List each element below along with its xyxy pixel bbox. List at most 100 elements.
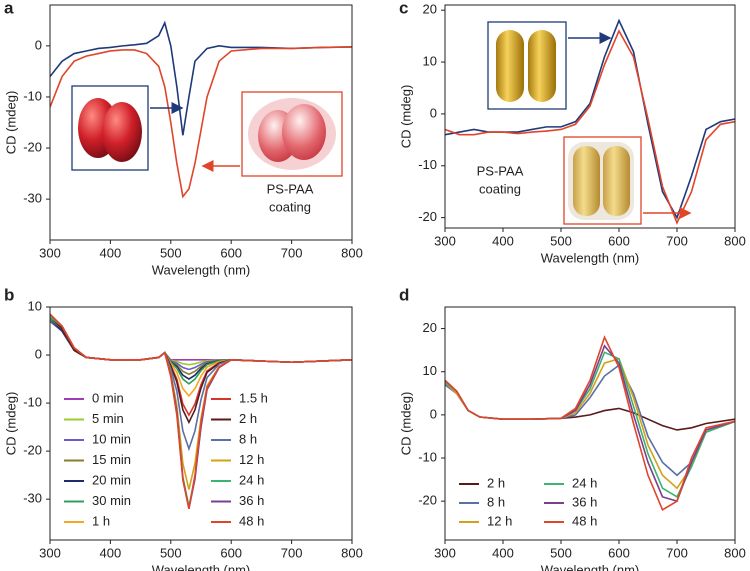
plot-frame bbox=[49, 4, 353, 241]
legend-label: 12 h bbox=[239, 452, 264, 467]
x-tick-label: 400 bbox=[100, 245, 122, 260]
panel-label: b bbox=[4, 285, 14, 304]
series-line bbox=[50, 20, 352, 136]
x-tick-label: 800 bbox=[341, 545, 363, 560]
annotation: coating bbox=[479, 181, 521, 196]
x-tick-label: 300 bbox=[434, 545, 456, 560]
y-tick-label: -20 bbox=[23, 443, 42, 458]
x-tick-label: 500 bbox=[550, 233, 572, 248]
series-line bbox=[445, 29, 735, 225]
plot-frame bbox=[444, 306, 736, 541]
x-tick-label: 500 bbox=[550, 545, 572, 560]
x-tick-label: 700 bbox=[281, 545, 303, 560]
y-tick-label: 20 bbox=[423, 320, 437, 335]
y-tick-label: 0 bbox=[35, 346, 42, 361]
y-axis-label: CD (mdeg) bbox=[3, 392, 18, 456]
series-line bbox=[50, 318, 352, 385]
x-tick-label: 700 bbox=[666, 545, 688, 560]
y-tick-label: 20 bbox=[423, 2, 437, 17]
insets bbox=[71, 21, 692, 225]
legend-label: 24 h bbox=[239, 472, 264, 487]
legend-label: 24 h bbox=[572, 475, 597, 490]
x-tick-label: 700 bbox=[281, 245, 303, 260]
annotation: coating bbox=[269, 199, 311, 214]
y-tick-label: -10 bbox=[23, 395, 42, 410]
y-tick-label: 0 bbox=[430, 406, 437, 421]
y-tick-label: 0 bbox=[35, 37, 42, 52]
x-axis-label: Wavelength (nm) bbox=[541, 250, 640, 265]
legend-label: 2 h bbox=[487, 475, 505, 490]
y-axis-label: CD (mdeg) bbox=[398, 85, 413, 149]
y-tick-label: 0 bbox=[430, 105, 437, 120]
y-tick-label: -20 bbox=[418, 493, 437, 508]
x-axis-label: Wavelength (nm) bbox=[152, 262, 251, 277]
x-tick-label: 700 bbox=[666, 233, 688, 248]
panel-label: d bbox=[399, 285, 409, 304]
x-tick-label: 600 bbox=[608, 545, 630, 560]
series-line bbox=[50, 320, 352, 364]
legend-label: 5 min bbox=[92, 411, 124, 426]
y-tick-label: -30 bbox=[23, 191, 42, 206]
legend-label: 10 min bbox=[92, 431, 131, 446]
x-tick-label: 300 bbox=[434, 233, 456, 248]
legend-label: 8 h bbox=[239, 431, 257, 446]
legend-label: 1.5 h bbox=[239, 390, 268, 405]
legend-label: 30 min bbox=[92, 493, 131, 508]
x-axis-label: Wavelength (nm) bbox=[152, 562, 251, 571]
y-axis-label: CD (mdeg) bbox=[398, 392, 413, 456]
series-line bbox=[50, 313, 352, 509]
plot-frame bbox=[444, 4, 736, 229]
y-tick-label: -10 bbox=[23, 88, 42, 103]
panel-label: c bbox=[399, 0, 408, 17]
x-tick-label: 800 bbox=[341, 245, 363, 260]
legend-label: 36 h bbox=[239, 493, 264, 508]
legend-label: 8 h bbox=[487, 494, 505, 509]
y-tick-label: 10 bbox=[423, 53, 437, 68]
plot-frame bbox=[49, 306, 353, 541]
plots: a 300 400 500 600 700 800 -30 -20 -10 0 Wavelength … bbox=[3, 0, 745, 571]
legend-label: 1 h bbox=[92, 513, 110, 528]
plot-area bbox=[50, 313, 352, 509]
x-tick-label: 600 bbox=[220, 545, 242, 560]
x-tick-label: 800 bbox=[724, 545, 746, 560]
legend-label: 36 h bbox=[572, 494, 597, 509]
y-tick-label: 10 bbox=[28, 298, 42, 313]
inset-c-coated bbox=[563, 136, 692, 225]
legend-label: 15 min bbox=[92, 452, 131, 467]
legend-label: 48 h bbox=[572, 513, 597, 528]
plot-area bbox=[445, 335, 735, 511]
y-tick-label: 10 bbox=[423, 363, 437, 378]
legend-label: 12 h bbox=[487, 513, 512, 528]
series-line bbox=[445, 335, 735, 511]
panel-label: a bbox=[4, 0, 14, 17]
inset-a-coated bbox=[201, 91, 343, 177]
series-line bbox=[50, 46, 352, 199]
y-tick-label: -30 bbox=[23, 491, 42, 506]
y-axis-label: CD (mdeg) bbox=[3, 91, 18, 155]
plot-area bbox=[445, 18, 735, 225]
x-tick-label: 400 bbox=[492, 545, 514, 560]
legend-label: 20 min bbox=[92, 472, 131, 487]
plot-area bbox=[50, 20, 352, 199]
inset-a-bare bbox=[71, 85, 184, 171]
legend-label: 48 h bbox=[239, 513, 264, 528]
x-tick-label: 600 bbox=[220, 245, 242, 260]
legend-label: 2 h bbox=[239, 411, 257, 426]
x-tick-label: 400 bbox=[492, 233, 514, 248]
x-tick-label: 400 bbox=[100, 545, 122, 560]
y-tick-label: -20 bbox=[418, 209, 437, 224]
x-tick-label: 500 bbox=[160, 245, 182, 260]
x-tick-label: 300 bbox=[39, 245, 61, 260]
legend-label: 0 min bbox=[92, 390, 124, 405]
annotation: PS-PAA bbox=[477, 163, 524, 178]
annotation: PS-PAA bbox=[267, 181, 314, 196]
y-tick-label: -20 bbox=[23, 139, 42, 154]
series-line bbox=[50, 318, 352, 376]
inset-c-bare bbox=[487, 21, 612, 110]
x-tick-label: 300 bbox=[39, 545, 61, 560]
y-tick-label: -10 bbox=[418, 157, 437, 172]
x-tick-label: 500 bbox=[160, 545, 182, 560]
x-tick-label: 800 bbox=[724, 233, 746, 248]
x-axis-label: Wavelength (nm) bbox=[541, 562, 640, 571]
